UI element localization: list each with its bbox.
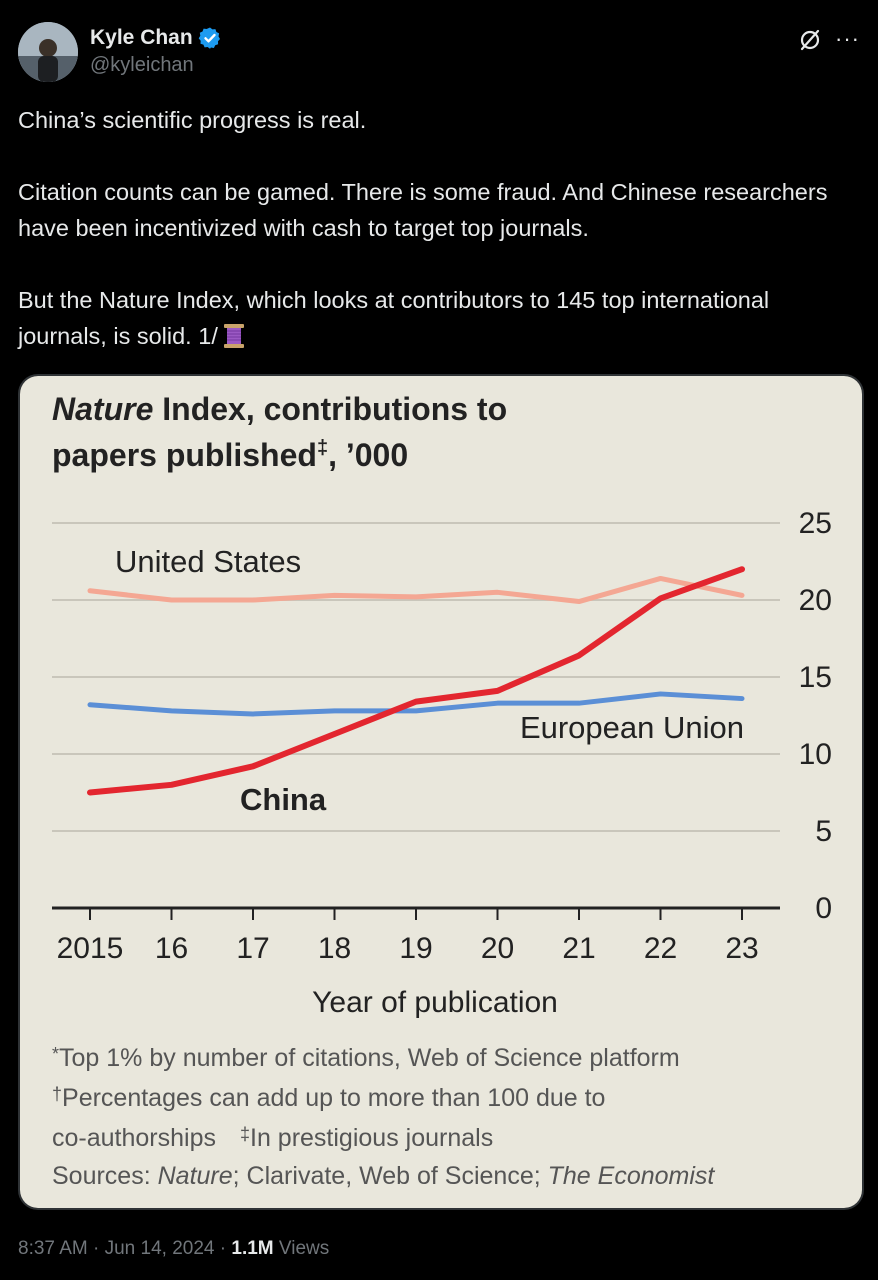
thread-spool-icon bbox=[223, 324, 244, 348]
chart-image-card[interactable]: Nature Index, contributions to papers pu… bbox=[18, 374, 864, 1210]
tweet-date[interactable]: Jun 14, 2024 bbox=[104, 1238, 215, 1259]
chart-title-line2-text: papers published bbox=[52, 437, 317, 473]
x-tick-label: 22 bbox=[644, 932, 677, 965]
y-tick-label: 10 bbox=[799, 738, 832, 771]
avatar[interactable] bbox=[18, 22, 78, 82]
footnote-3b-text: In prestigious journals bbox=[250, 1124, 493, 1152]
footnote-1-text: Top 1% by number of citations, Web of Sc… bbox=[59, 1044, 680, 1072]
footnote-2-mark: † bbox=[52, 1084, 62, 1104]
x-tick-label: 19 bbox=[399, 932, 432, 965]
author-name[interactable]: Kyle Chan bbox=[90, 26, 193, 49]
grok-icon[interactable] bbox=[798, 28, 822, 52]
tweet-paragraph-3-text: But the Nature Index, which looks at con… bbox=[18, 287, 770, 349]
x-tick-label: 18 bbox=[318, 932, 351, 965]
chart-title-mark: ‡ bbox=[317, 437, 328, 459]
footnote-3: co-authorships ‡In prestigious journals bbox=[52, 1124, 493, 1152]
chart-title-italic: Nature bbox=[52, 391, 153, 427]
chart-title-suffix: , ’000 bbox=[328, 437, 408, 473]
footnote-1-mark: * bbox=[52, 1044, 59, 1064]
series-label-china: China bbox=[240, 782, 327, 817]
y-tick-label: 15 bbox=[799, 661, 832, 694]
nature-index-chart: Nature Index, contributions to papers pu… bbox=[20, 376, 862, 1208]
y-tick-label: 5 bbox=[815, 815, 832, 848]
source-1: Nature bbox=[158, 1162, 233, 1190]
series-line-european-union bbox=[87, 691, 745, 717]
tweet-text: China’s scientific progress is real. Cit… bbox=[18, 102, 858, 354]
tweet-time[interactable]: 8:37 AM bbox=[18, 1238, 88, 1259]
tweet-paragraph-2: Citation counts can be gamed. There is s… bbox=[18, 179, 828, 241]
meta-separator-2: · bbox=[219, 1238, 227, 1259]
tweet-paragraph-3: But the Nature Index, which looks at con… bbox=[18, 282, 858, 354]
footnote-1: *Top 1% by number of citations, Web of S… bbox=[52, 1044, 680, 1072]
footnote-2: †Percentages can add up to more than 100… bbox=[52, 1084, 605, 1112]
chart-footnotes: *Top 1% by number of citations, Web of S… bbox=[52, 1044, 715, 1190]
verified-badge-icon bbox=[198, 27, 220, 49]
views-count: 1.1M bbox=[231, 1238, 274, 1259]
series-label-united-states: United States bbox=[115, 544, 301, 579]
source-2: The Economist bbox=[548, 1162, 716, 1190]
tweet-paragraph-1: China’s scientific progress is real. bbox=[18, 107, 367, 133]
series-label-european-union: European Union bbox=[520, 710, 744, 745]
y-tick-label: 0 bbox=[815, 892, 832, 925]
author-name-row: Kyle Chan bbox=[90, 26, 222, 50]
more-options-icon[interactable]: ··· bbox=[835, 26, 860, 51]
views-label: Views bbox=[278, 1238, 330, 1259]
sources-label: Sources: bbox=[52, 1162, 158, 1190]
chart-title-line-2: papers published‡, ’000 bbox=[52, 437, 408, 473]
tweet-header: Kyle Chan @kyleichan ··· bbox=[18, 22, 860, 86]
chart-title-rest: Index, contributions to bbox=[153, 391, 507, 427]
chart-background bbox=[20, 376, 862, 1208]
y-tick-label: 25 bbox=[799, 507, 832, 540]
footnote-3-text: co-authorships bbox=[52, 1124, 216, 1152]
x-tick-label: 17 bbox=[236, 932, 269, 965]
footnote-sources: Sources: Nature; Clarivate, Web of Scien… bbox=[52, 1162, 715, 1190]
meta-separator-1: · bbox=[93, 1238, 100, 1259]
series-line-china bbox=[87, 566, 745, 796]
y-tick-label: 20 bbox=[799, 584, 832, 617]
footnote-2-text: Percentages can add up to more than 100 … bbox=[62, 1084, 605, 1112]
author-handle[interactable]: @kyleichan bbox=[90, 54, 194, 76]
x-axis-label: Year of publication bbox=[312, 986, 558, 1019]
x-tick-label: 21 bbox=[562, 932, 595, 965]
x-tick-label: 23 bbox=[725, 932, 758, 965]
footnote-3b-mark: ‡ bbox=[240, 1124, 250, 1144]
series-line-united-states bbox=[87, 575, 745, 605]
x-tick-label: 2015 bbox=[57, 932, 124, 965]
chart-title-line-1: Nature Index, contributions to bbox=[52, 391, 507, 427]
x-tick-label: 20 bbox=[481, 932, 514, 965]
source-separator: ; Clarivate, Web of Science; bbox=[233, 1162, 548, 1190]
tweet-meta: 8:37 AM · Jun 14, 2024 · 1.1M Views bbox=[18, 1238, 329, 1260]
x-tick-label: 16 bbox=[155, 932, 188, 965]
